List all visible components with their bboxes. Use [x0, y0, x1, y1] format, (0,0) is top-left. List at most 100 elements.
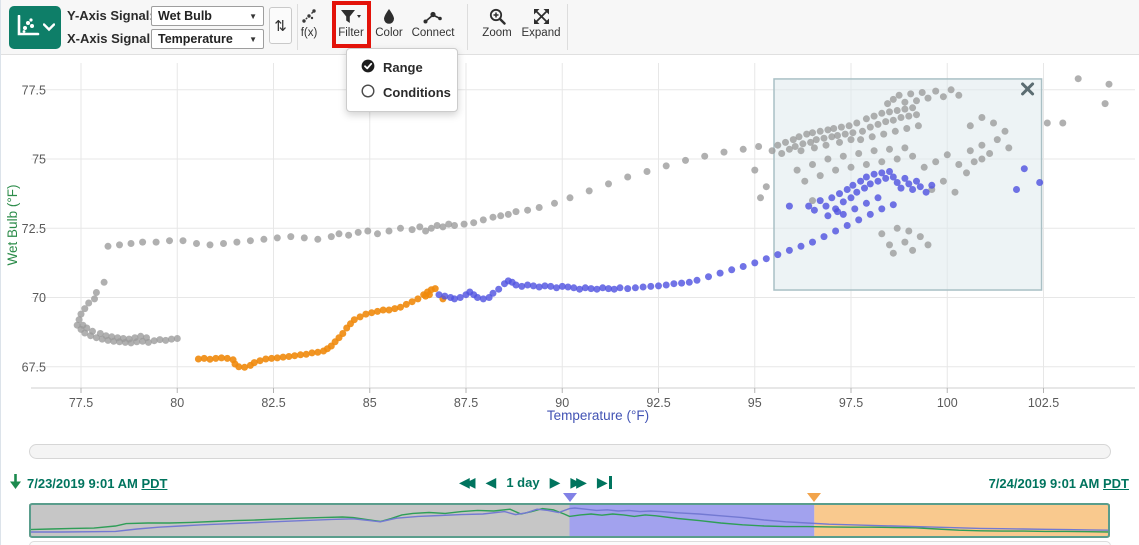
scatter-point-blue-region[interactable]: [820, 233, 828, 241]
scatter-point-gray-unselected[interactable]: [862, 115, 870, 123]
scatter-point-blue-region[interactable]: [901, 174, 909, 182]
scatter-point-blue-region[interactable]: [512, 281, 520, 289]
scatter-chart[interactable]: 77.5 80 82.5 85 87.5 90 92.5 95 97.5 100 102.5 67.5…: [1, 55, 1139, 437]
scatter-point-gray-unselected[interactable]: [156, 336, 164, 344]
scatter-point-gray-unselected[interactable]: [824, 155, 832, 163]
scatter-point-blue-region[interactable]: [866, 210, 874, 218]
scatter-point-gray-unselected[interactable]: [918, 89, 926, 96]
scatter-point-orange-region[interactable]: [422, 292, 430, 300]
scatter-point-blue-region[interactable]: [916, 183, 924, 191]
scatter-point-gray-unselected[interactable]: [335, 230, 343, 238]
scatter-point-gray-unselected[interactable]: [824, 126, 832, 134]
scatter-point-gray-unselected[interactable]: [1101, 100, 1109, 108]
scatter-point-gray-unselected[interactable]: [820, 134, 828, 142]
timebar-minichart[interactable]: [29, 503, 1110, 538]
scatter-point-gray-unselected[interactable]: [768, 147, 776, 155]
step-back-button[interactable]: ◀: [485, 474, 497, 490]
scatter-point-gray-unselected[interactable]: [96, 330, 104, 337]
scatter-point-gray-unselected[interactable]: [870, 147, 878, 155]
scatter-point-gray-unselected[interactable]: [682, 156, 689, 164]
scatter-point-gray-unselected[interactable]: [891, 127, 899, 135]
scatter-point-gray-unselected[interactable]: [901, 98, 909, 106]
scatter-point-gray-unselected[interactable]: [127, 240, 135, 247]
scatter-point-gray-unselected[interactable]: [479, 216, 487, 224]
scatter-point-blue-region[interactable]: [451, 295, 458, 303]
scatter-point-orange-region[interactable]: [206, 355, 214, 363]
region-boundary-marker[interactable]: [562, 493, 577, 502]
scatter-point-gray-unselected[interactable]: [624, 173, 632, 181]
scatter-point-gray-unselected[interactable]: [924, 94, 932, 102]
scatter-point-gray-unselected[interactable]: [643, 168, 651, 175]
scatter-point-gray-unselected[interactable]: [913, 111, 920, 119]
scatter-point-blue-region[interactable]: [662, 281, 670, 289]
scatter-point-gray-unselected[interactable]: [847, 136, 855, 144]
scatter-point-orange-region[interactable]: [241, 363, 249, 371]
scatter-point-gray-unselected[interactable]: [233, 238, 241, 246]
scatter-point-gray-unselected[interactable]: [108, 333, 116, 341]
scatter-point-orange-region[interactable]: [302, 350, 310, 358]
scatter-point-gray-unselected[interactable]: [868, 133, 876, 141]
scatter-point-gray-unselected[interactable]: [497, 212, 505, 220]
scatter-point-gray-unselected[interactable]: [662, 162, 670, 170]
scatter-point-orange-region[interactable]: [273, 354, 281, 362]
scatter-point-blue-region[interactable]: [878, 205, 886, 213]
scatter-point-blue-region[interactable]: [685, 278, 693, 286]
scatter-point-gray-unselected[interactable]: [273, 234, 281, 242]
scatter-point-blue-region[interactable]: [862, 173, 870, 181]
scatter-point-gray-unselected[interactable]: [966, 147, 974, 155]
expand-tool-button[interactable]: Expand: [519, 7, 563, 49]
scatter-point-gray-unselected[interactable]: [903, 125, 911, 132]
scatter-point-blue-region[interactable]: [524, 281, 532, 289]
scatter-point-gray-unselected[interactable]: [853, 119, 861, 127]
scatter-point-gray-unselected[interactable]: [793, 166, 801, 174]
scatter-point-gray-unselected[interactable]: [131, 334, 139, 342]
scatter-point-gray-unselected[interactable]: [970, 158, 978, 166]
filter-tool-button[interactable]: Filter: [335, 7, 367, 49]
scatter-point-orange-region[interactable]: [402, 300, 410, 308]
scatter-point-blue-region[interactable]: [529, 282, 537, 290]
start-timezone[interactable]: PDT: [141, 476, 168, 491]
scatter-point-gray-unselected[interactable]: [855, 150, 863, 157]
filter-menu-item-range[interactable]: Range: [347, 55, 457, 80]
scatter-point-gray-unselected[interactable]: [791, 143, 799, 150]
scatter-point-gray-unselected[interactable]: [803, 130, 811, 138]
swap-axes-button[interactable]: ⇅: [269, 7, 292, 44]
scatter-point-gray-unselected[interactable]: [993, 136, 1001, 144]
scatter-point-blue-region[interactable]: [839, 210, 847, 218]
scatter-point-gray-unselected[interactable]: [870, 112, 878, 120]
scatter-point-gray-unselected[interactable]: [143, 334, 150, 342]
scatter-point-orange-region[interactable]: [314, 348, 322, 356]
scatter-point-gray-unselected[interactable]: [504, 210, 512, 218]
region-boundary-marker[interactable]: [807, 493, 822, 502]
scatter-point-orange-region[interactable]: [368, 309, 376, 317]
scatter-point-gray-unselected[interactable]: [951, 188, 959, 196]
scatter-point-orange-region[interactable]: [212, 354, 220, 362]
scatter-point-blue-region[interactable]: [882, 174, 890, 182]
scatter-point-gray-unselected[interactable]: [939, 177, 947, 185]
fx-tool-button[interactable]: f(x): [293, 7, 325, 49]
scatter-point-blue-region[interactable]: [716, 269, 724, 277]
scatter-point-orange-region[interactable]: [268, 354, 276, 362]
chart-type-button[interactable]: [9, 6, 61, 49]
scatter-point-blue-region[interactable]: [553, 284, 560, 292]
scatter-point-blue-region[interactable]: [857, 177, 865, 185]
scatter-point-gray-unselected[interactable]: [100, 278, 108, 286]
scatter-point-blue-region[interactable]: [570, 284, 578, 292]
filter-menu-item-conditions[interactable]: Conditions: [347, 80, 457, 105]
scatter-point-gray-unselected[interactable]: [92, 289, 100, 296]
scatter-point-gray-unselected[interactable]: [89, 327, 96, 335]
scatter-point-orange-region[interactable]: [250, 359, 258, 367]
scatter-point-blue-region[interactable]: [843, 186, 851, 193]
scatter-point-blue-region[interactable]: [593, 285, 601, 293]
scatter-point-gray-unselected[interactable]: [1105, 80, 1113, 88]
scatter-point-orange-region[interactable]: [218, 354, 225, 362]
scatter-point-gray-unselected[interactable]: [179, 237, 187, 245]
display-range-end[interactable]: 7/24/2019 9:01 AM PDT: [989, 476, 1129, 491]
scatter-point-gray-unselected[interactable]: [807, 138, 815, 146]
scatter-point-blue-region[interactable]: [1020, 165, 1028, 173]
scatter-point-gray-unselected[interactable]: [114, 334, 122, 342]
scatter-point-gray-unselected[interactable]: [470, 219, 478, 227]
scatter-point-blue-region[interactable]: [832, 227, 840, 235]
scatter-point-blue-region[interactable]: [886, 168, 893, 175]
scatter-point-gray-unselected[interactable]: [1001, 127, 1009, 135]
